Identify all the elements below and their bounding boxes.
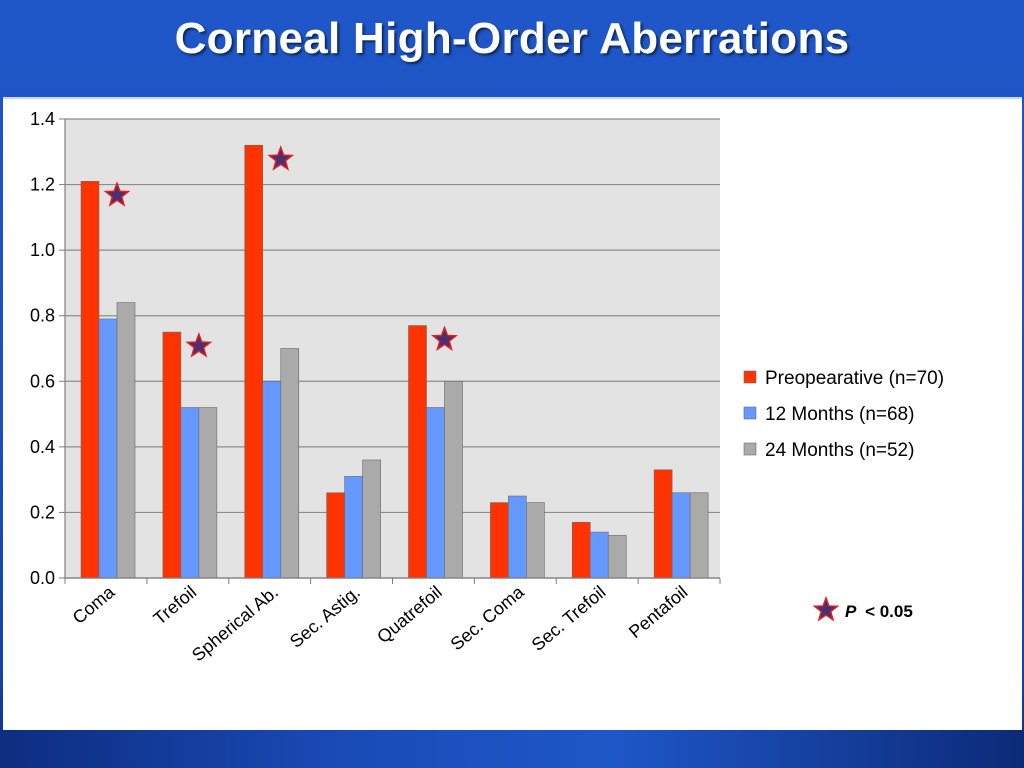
bar <box>362 459 381 579</box>
footer-band <box>0 730 1024 768</box>
x-tick-label: Sec. Astig. <box>286 582 364 652</box>
bars <box>80 144 709 579</box>
x-tick-label: Quatrefoil <box>373 582 446 647</box>
bar <box>426 407 445 579</box>
x-tick-label: Trefoil <box>150 582 201 629</box>
bar <box>280 348 300 579</box>
bar <box>344 476 363 579</box>
y-tick-label: 0.8 <box>30 306 55 326</box>
bar <box>508 495 527 579</box>
x-tick-label: Spherical Ab. <box>188 582 282 666</box>
bar <box>116 302 136 579</box>
bar <box>689 492 709 579</box>
p-symbol: P <box>845 602 857 621</box>
y-tick-label: 1.2 <box>30 175 55 195</box>
y-tick-label: 0.6 <box>30 371 55 391</box>
bar <box>326 492 345 579</box>
bar <box>653 469 673 579</box>
bar <box>198 407 218 579</box>
bar <box>444 380 463 579</box>
bar <box>162 331 182 579</box>
legend-label: Preopearative (n=70) <box>765 368 944 389</box>
p-threshold: < 0.05 <box>865 602 913 621</box>
significance-star-icon <box>812 595 840 622</box>
bar <box>262 380 282 579</box>
significance-note: P < 0.05 <box>812 595 913 622</box>
y-tick-label: 1.0 <box>30 240 55 260</box>
x-tick-label: Pentafoil <box>625 582 692 642</box>
x-tick-label: Sec. Trefoil <box>528 582 610 655</box>
y-tick-label: 0.2 <box>30 502 55 522</box>
star-shape <box>812 595 840 622</box>
bar <box>408 325 427 579</box>
legend-label: 24 Months (n=52) <box>765 440 914 461</box>
legend-swatch <box>743 442 757 456</box>
significance-note-text: P < 0.05 <box>845 602 913 621</box>
bar <box>589 531 609 579</box>
bar <box>607 535 627 579</box>
bar <box>490 502 509 579</box>
slide-title: Corneal High-Order Aberrations <box>174 14 850 63</box>
y-tick-label: 1.4 <box>30 109 55 129</box>
bar <box>244 144 264 579</box>
x-tick-label: Sec. Coma <box>447 581 529 654</box>
legend-swatch <box>743 406 757 420</box>
significance-star-icon <box>103 181 131 207</box>
legend-label: 12 Months (n=68) <box>765 404 914 425</box>
significance-star-icon <box>267 145 295 171</box>
bar <box>671 492 691 579</box>
y-tick-label: 0.0 <box>30 568 55 588</box>
y-tick-label: 0.4 <box>30 437 55 457</box>
legend: Preopearative (n=70) 12 Months (n=68) 24 M… <box>743 368 944 461</box>
bar <box>526 502 545 579</box>
legend-swatch <box>743 370 757 384</box>
x-tick-label: Coma <box>69 581 119 628</box>
bar <box>180 407 200 579</box>
bar <box>80 180 100 579</box>
significance-star-icon <box>431 325 458 352</box>
bar <box>571 521 591 579</box>
bar <box>98 318 118 579</box>
significance-star-icon <box>185 331 213 358</box>
y-tick-labels: 0.0 0.2 0.4 0.6 0.8 1.0 1.2 1.4 <box>30 109 55 588</box>
significance-stars <box>103 145 458 358</box>
